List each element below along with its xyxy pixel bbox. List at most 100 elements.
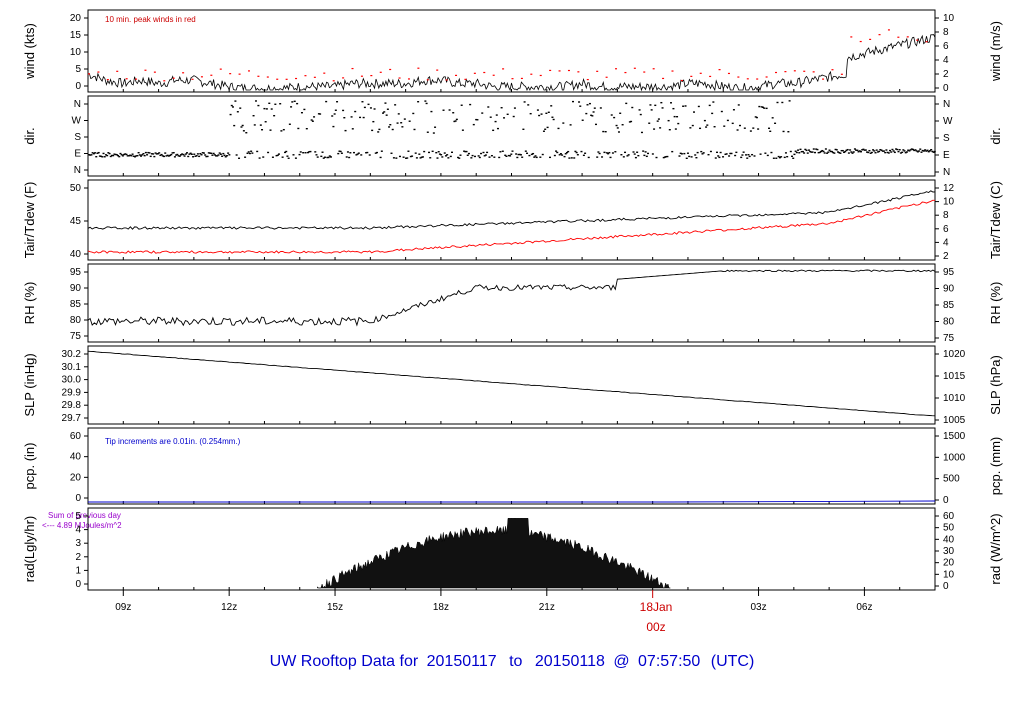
dir-point [909, 149, 912, 151]
rad-ytick-label-left: 5 [75, 511, 81, 522]
dir-point [718, 156, 721, 159]
dir-point [219, 153, 222, 155]
rh-ytick-label-left: 90 [70, 283, 82, 294]
dir-point [132, 155, 135, 157]
dir-point [645, 155, 648, 158]
dir-point [769, 130, 772, 132]
dir-point [127, 155, 130, 157]
wind-peak-mark [887, 29, 890, 31]
rh-ytick-label-right: 75 [943, 333, 955, 344]
dir-point [177, 155, 180, 157]
wind-peak-mark [313, 76, 316, 78]
dir-point [558, 154, 561, 156]
rh-ylabel-right: RH (%) [988, 282, 1003, 325]
dir-point [152, 153, 155, 155]
dir-point [610, 114, 613, 116]
dir-point [765, 107, 768, 110]
rad-ytick-label-left: 4 [75, 525, 81, 536]
wind-peak-mark [172, 77, 175, 79]
dir-point [499, 151, 502, 153]
wind-ytick-label-left: 0 [75, 81, 81, 92]
dir-point [205, 155, 208, 158]
dir-point [296, 102, 299, 105]
rad-annotation-line2: <--- 4.89 MJoules/m^2 [42, 521, 122, 530]
dir-point [123, 153, 126, 156]
dir-point [383, 111, 386, 113]
dir-point [799, 148, 802, 151]
dir-point [817, 151, 820, 154]
temp-ytick-label-right: 4 [943, 237, 949, 248]
dir-point [850, 151, 853, 153]
dir-point [138, 154, 141, 156]
pcp-annotation: Tip increments are 0.01in. (0.254mm.) [105, 437, 241, 446]
dir-point [354, 110, 357, 113]
dir-point [217, 154, 220, 156]
wind-peak-mark [784, 71, 787, 73]
dir-point [148, 152, 151, 154]
dir-point [816, 148, 819, 151]
dir-point [921, 149, 924, 152]
dir-point [222, 152, 225, 155]
dir-point [506, 113, 509, 116]
x-tick-label: 18z [433, 602, 449, 613]
dir-point [317, 113, 320, 115]
slp-ytick-label-left: 29.9 [62, 387, 82, 398]
rh-line [87, 269, 936, 327]
dir-point [325, 100, 328, 103]
dir-point [366, 151, 369, 154]
dir-point [903, 150, 906, 152]
dir-point [264, 121, 267, 123]
rad-ytick-label-left: 0 [75, 579, 81, 590]
temp-air-line [87, 190, 936, 230]
dir-point [724, 153, 727, 156]
dir-point [149, 155, 152, 158]
temp-ytick-label-right: 6 [943, 224, 949, 235]
dir-point [449, 155, 452, 158]
dir-point [441, 156, 444, 158]
rad-ytick-label-right: 20 [943, 558, 955, 569]
dir-point [374, 152, 377, 154]
dir-point [665, 155, 668, 158]
dir-point [269, 129, 272, 131]
dir-point [103, 156, 106, 158]
wind-peak-mark [210, 74, 213, 76]
dir-point [758, 105, 761, 108]
dir-point [414, 152, 417, 154]
wind-ytick-label-right: 6 [943, 41, 949, 52]
dir-point [505, 155, 508, 158]
dir-point [454, 120, 457, 122]
dir-point [805, 149, 808, 152]
dir-point [632, 151, 635, 153]
dir-point [478, 156, 481, 159]
x-day-tick: 00z [646, 620, 665, 634]
dir-point [901, 151, 904, 154]
dir-point [885, 149, 888, 151]
dir-point [346, 151, 349, 153]
dir-point [910, 148, 913, 150]
dir-point [161, 155, 164, 157]
wind-peak-mark [229, 73, 232, 75]
dir-point [299, 151, 302, 153]
dir-point [291, 101, 294, 103]
wind-peak-mark [916, 39, 919, 41]
dir-point [401, 126, 404, 128]
dir-point [680, 153, 683, 155]
dir-point [588, 102, 591, 105]
dir-point [452, 112, 455, 114]
dir-point [146, 154, 149, 156]
wind-peak-mark [746, 78, 749, 80]
dir-point [150, 153, 153, 155]
dir-point [340, 152, 343, 154]
dir-point [604, 130, 607, 133]
dir-point [435, 151, 438, 154]
wind-peak-mark [389, 68, 392, 71]
dir-point [804, 148, 807, 151]
wind-peak-mark [407, 78, 410, 80]
dir-point [545, 112, 548, 115]
dir-point [113, 153, 116, 155]
dir-point [735, 151, 738, 154]
dir-point [722, 156, 725, 158]
dir-point [382, 112, 385, 114]
dir-point [403, 118, 406, 120]
